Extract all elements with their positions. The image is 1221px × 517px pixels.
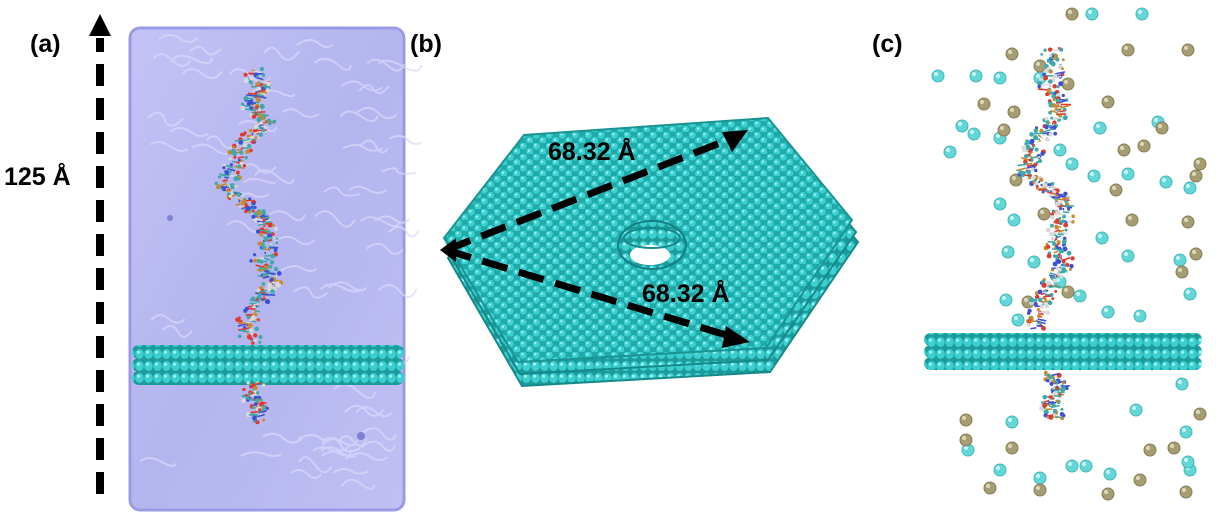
ions: [931, 7, 1207, 501]
nanopore: [617, 220, 687, 270]
box-height-label: 125 Å: [4, 162, 71, 191]
panel-label-b: (b): [410, 30, 442, 58]
panel-c: (c): [872, 7, 1207, 501]
graphene-layers: [132, 345, 404, 385]
graphene-nanopore-sheet: [442, 116, 860, 388]
panel-a: (a) 125 Å: [4, 14, 423, 512]
sheet-dim-lower: 68.32 Å: [642, 279, 730, 308]
panel-b: (b) 68.32 Å 68.32 Å: [410, 30, 860, 388]
dna-fragment-c: [1039, 370, 1070, 421]
dashed-up-arrow-icon: [89, 14, 111, 494]
graphene-layers-c: [924, 333, 1202, 370]
panel-label-c: (c): [872, 30, 903, 58]
dna-strand: [214, 67, 284, 345]
dashed-arrow-icon: [440, 130, 750, 348]
dna-fragment: [241, 381, 269, 425]
panel-label-a: (a): [30, 30, 61, 58]
dna-strand-c: [1016, 46, 1075, 331]
sheet-dim-upper: 68.32 Å: [548, 137, 636, 166]
